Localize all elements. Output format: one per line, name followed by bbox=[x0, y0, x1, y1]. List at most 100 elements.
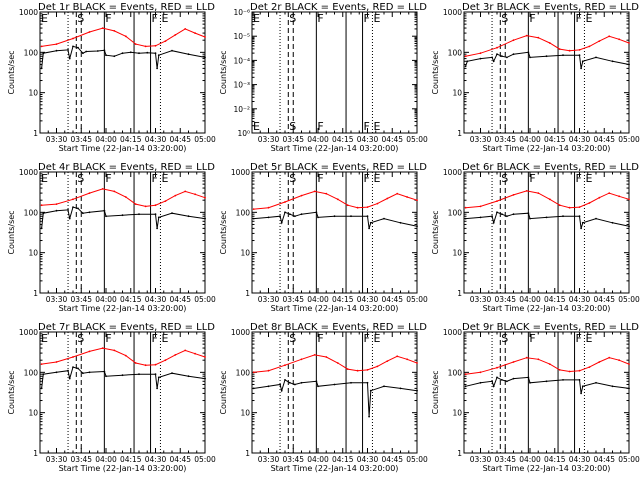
x-tick-label: 04:30 bbox=[357, 135, 379, 144]
x-axis-label: Start Time (22-Jan-14 03:20:00) bbox=[59, 464, 187, 473]
y-tick-label: 1 bbox=[457, 289, 462, 298]
data-point-events bbox=[77, 367, 79, 370]
x-axis-label: Start Time (22-Jan-14 03:20:00) bbox=[271, 304, 399, 313]
data-point-lld bbox=[267, 369, 270, 372]
x-tick-label: 04:45 bbox=[381, 295, 403, 304]
panel-title: Det 5r BLACK = Events, RED = LLD bbox=[250, 162, 427, 173]
data-point-lld bbox=[40, 363, 43, 365]
data-point-events bbox=[77, 46, 79, 49]
data-point-events bbox=[578, 54, 581, 57]
data-point-events bbox=[252, 217, 255, 220]
x-tick-label: 04:15 bbox=[544, 135, 566, 144]
data-point-events bbox=[187, 215, 190, 218]
data-point-lld bbox=[496, 46, 498, 49]
panel-title: Det 1r BLACK = Events, RED = LLD bbox=[38, 2, 215, 13]
y-tick-label: 10 bbox=[28, 409, 38, 418]
x-tick-label: 05:00 bbox=[194, 135, 216, 144]
x-tick-label: 04:00 bbox=[307, 455, 329, 464]
y-tick-label: 10 bbox=[28, 89, 38, 98]
x-tick-label: 05:00 bbox=[618, 135, 640, 144]
data-point-events bbox=[204, 217, 206, 220]
y-tick-label: 100 bbox=[24, 368, 39, 377]
data-point-events bbox=[42, 212, 45, 215]
x-tick-label: 04:45 bbox=[593, 455, 615, 464]
data-point-events bbox=[317, 216, 319, 219]
marker-label-top: E bbox=[41, 12, 48, 25]
marker-label-top: F bbox=[364, 12, 370, 25]
marker-label-top: F bbox=[576, 12, 582, 25]
panel-title: Det 4r BLACK = Events, RED = LLD bbox=[38, 162, 215, 173]
data-point-events bbox=[96, 50, 99, 52]
data-point-events bbox=[72, 366, 74, 368]
data-point-lld bbox=[558, 204, 561, 207]
marker-label-top: F bbox=[529, 332, 535, 345]
data-point-events bbox=[68, 377, 71, 380]
data-point-events bbox=[506, 380, 508, 383]
panel-title: Det 3r BLACK = Events, RED = LLD bbox=[462, 2, 639, 13]
data-point-events bbox=[72, 206, 74, 209]
data-point-lld bbox=[406, 358, 408, 361]
data-point-lld bbox=[356, 206, 359, 209]
data-point-lld bbox=[113, 190, 116, 193]
data-point-events bbox=[146, 51, 149, 54]
data-point-events bbox=[300, 381, 303, 384]
data-point-events bbox=[506, 215, 508, 218]
marker-label-top: F bbox=[317, 332, 323, 345]
data-point-events bbox=[479, 216, 482, 219]
data-point-lld bbox=[406, 196, 408, 198]
data-point-lld bbox=[72, 37, 74, 40]
data-point-lld bbox=[144, 364, 147, 367]
data-point-events bbox=[562, 54, 564, 57]
data-point-events bbox=[369, 389, 372, 392]
data-point-events bbox=[491, 215, 493, 218]
panel-title: Det 2r BLACK = Events, RED = LLD bbox=[250, 2, 427, 13]
data-point-lld bbox=[40, 204, 43, 207]
data-point-events bbox=[138, 373, 140, 376]
data-point-events bbox=[506, 56, 508, 59]
x-tick-label: 04:00 bbox=[95, 135, 117, 144]
data-point-lld bbox=[464, 373, 467, 376]
data-point-lld bbox=[124, 35, 127, 38]
data-point-events bbox=[67, 209, 69, 211]
data-point-events bbox=[369, 221, 372, 224]
data-point-events bbox=[267, 216, 270, 219]
y-tick-label: 1 bbox=[33, 129, 38, 138]
x-tick-label: 03:45 bbox=[282, 455, 304, 464]
data-point-lld bbox=[55, 203, 58, 206]
x-tick-label: 04:30 bbox=[145, 295, 167, 304]
x-tick-label: 03:30 bbox=[46, 135, 68, 144]
series-line-events bbox=[41, 45, 206, 69]
data-point-events bbox=[82, 372, 84, 375]
data-point-lld bbox=[548, 363, 551, 365]
y-tick-label: 1000 bbox=[231, 168, 250, 177]
data-point-events bbox=[399, 221, 402, 224]
data-point-events bbox=[366, 215, 369, 218]
data-point-lld bbox=[396, 355, 399, 358]
marker-label-bottom: E bbox=[253, 120, 260, 133]
data-point-events bbox=[77, 207, 79, 210]
data-point-events bbox=[67, 369, 69, 372]
data-point-lld bbox=[252, 371, 255, 374]
marker-label-bottom: F bbox=[317, 120, 323, 133]
marker-label-top: F bbox=[364, 332, 370, 345]
panel-det-4: Det 4r BLACK = Events, RED = LLD 1 10 100 10… bbox=[7, 162, 216, 313]
data-point-events bbox=[105, 375, 107, 378]
data-point-events bbox=[578, 215, 581, 218]
data-point-lld bbox=[608, 356, 611, 359]
data-point-events bbox=[492, 385, 495, 388]
data-point-lld bbox=[578, 206, 581, 209]
marker-label-top: S bbox=[289, 172, 296, 185]
x-tick-label: 04:30 bbox=[569, 295, 591, 304]
marker-label-top: F bbox=[529, 12, 535, 25]
x-tick-label: 03:45 bbox=[494, 455, 516, 464]
x-tick-label: 04:00 bbox=[95, 295, 117, 304]
data-point-lld bbox=[618, 359, 620, 362]
marker-label-top: F bbox=[152, 172, 158, 185]
data-point-lld bbox=[578, 369, 581, 372]
data-point-lld bbox=[174, 34, 177, 36]
data-point-lld bbox=[154, 204, 157, 207]
data-point-events bbox=[187, 375, 190, 378]
x-tick-label: 04:00 bbox=[95, 455, 117, 464]
marker-label-top: E bbox=[41, 172, 48, 185]
x-tick-label: 04:00 bbox=[519, 135, 541, 144]
